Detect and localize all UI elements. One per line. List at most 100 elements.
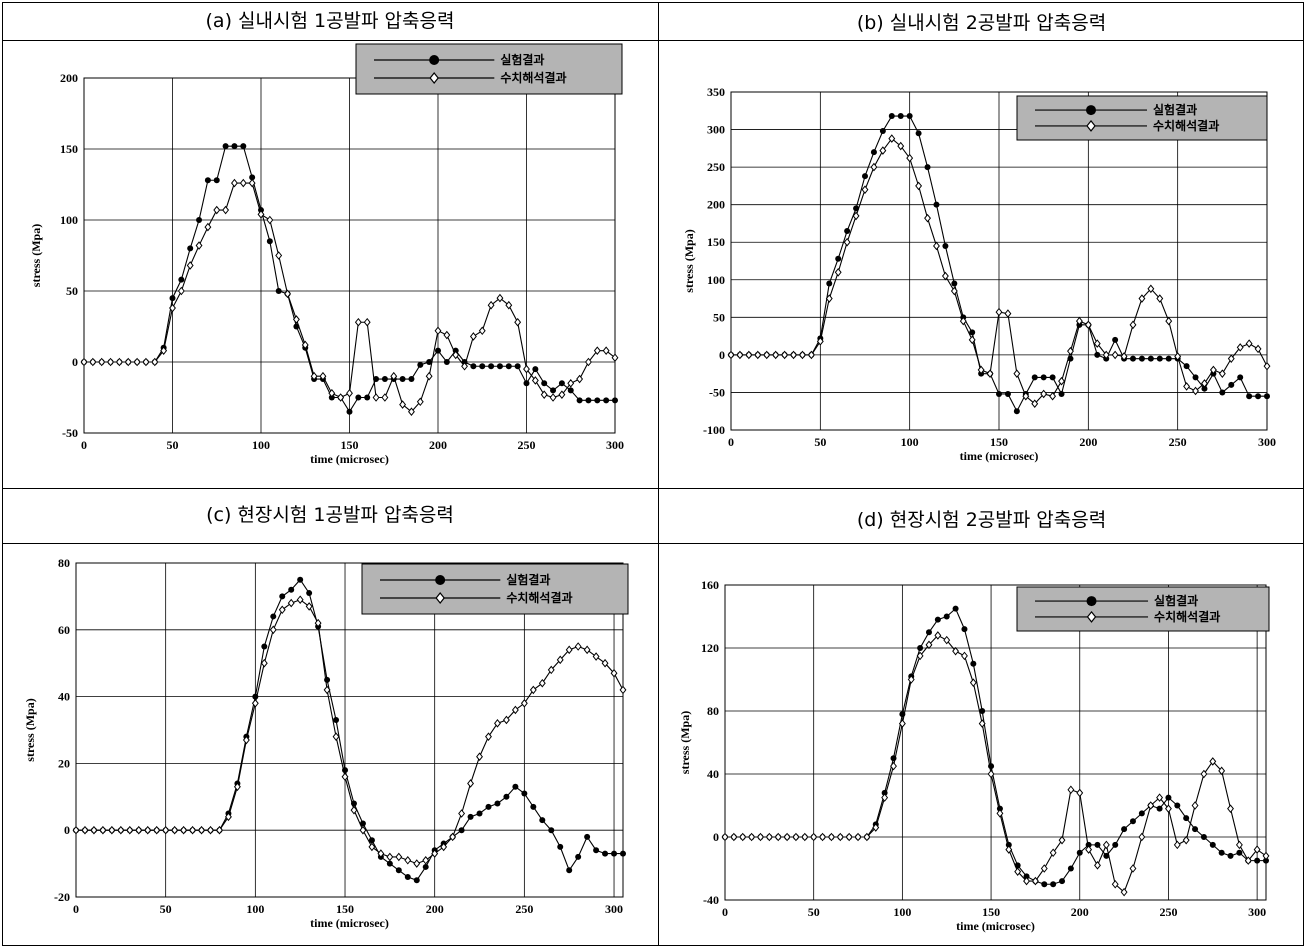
data-point-numerical (772, 350, 780, 360)
data-point-numerical (727, 350, 735, 360)
data-point-numerical (1147, 284, 1155, 294)
data-point-numerical (790, 350, 797, 360)
data-point-experiment (275, 288, 282, 294)
data-point-numerical (827, 832, 835, 842)
data-point-numerical (890, 761, 897, 771)
x-tick-label: 250 (1169, 435, 1187, 449)
data-point-numerical (115, 357, 123, 367)
data-point-numerical (502, 715, 510, 725)
data-point-experiment (602, 850, 609, 857)
data-point-experiment (488, 363, 495, 370)
data-point-numerical (408, 407, 415, 417)
data-point-numerical (198, 825, 205, 835)
data-point-numerical (494, 719, 501, 728)
data-point-numerical (1067, 785, 1075, 795)
data-point-experiment (1112, 336, 1119, 343)
data-point-numerical (135, 825, 143, 835)
data-point-numerical (337, 393, 345, 402)
data-point-experiment (249, 174, 256, 181)
data-point-experiment (1112, 841, 1119, 848)
plot-area (75, 562, 624, 898)
legend-marker-diamond (429, 72, 439, 84)
data-point-experiment (1147, 355, 1154, 362)
data-point-numerical (350, 805, 358, 815)
data-point-experiment (467, 813, 474, 820)
x-tick-label: 150 (341, 438, 359, 452)
data-point-experiment (942, 242, 949, 249)
data-point-numerical (319, 371, 327, 381)
data-point-numerical (1209, 365, 1217, 375)
x-tick-label: 200 (1079, 435, 1097, 449)
data-point-numerical (1147, 801, 1155, 810)
data-point-experiment (1237, 374, 1244, 381)
data-point-numerical (520, 698, 528, 708)
data-point-experiment (204, 177, 211, 184)
data-point-numerical (133, 357, 141, 367)
data-point-numerical (601, 658, 609, 668)
legend-marker-diamond (435, 592, 445, 604)
data-point-numerical (843, 237, 851, 247)
data-point-numerical (1253, 845, 1261, 854)
data-point-numerical (585, 357, 592, 367)
x-tick-label: 150 (982, 905, 1000, 919)
x-axis-label: time (microsec) (310, 452, 389, 466)
data-point-numerical (888, 134, 896, 143)
data-point-numerical (523, 364, 530, 374)
data-point-numerical (730, 832, 738, 842)
data-point-experiment (368, 837, 375, 844)
x-tick-label: 300 (1248, 905, 1266, 919)
data-point-numerical (434, 326, 442, 336)
data-point-numerical (1244, 856, 1252, 865)
data-point-numerical (1058, 835, 1066, 845)
data-point-experiment (512, 783, 519, 790)
data-point-experiment (1264, 393, 1270, 400)
data-point-experiment (359, 820, 366, 827)
data-point-numerical (368, 842, 376, 852)
data-point-experiment (835, 255, 842, 262)
chart-b: -100 -50 0 50 100 150 200 250 300 350 0 50 100 150 200… (682, 85, 1276, 463)
data-point-numerical (292, 315, 300, 324)
data-point-numerical (278, 605, 286, 615)
data-point-numerical (1031, 876, 1039, 886)
data-point-experiment (523, 380, 530, 387)
data-point-numerical (933, 241, 940, 251)
data-point-experiment (297, 576, 304, 583)
x-tick-label: 50 (160, 902, 172, 916)
legend-box (361, 563, 629, 615)
data-point-numerical (968, 335, 976, 345)
data-point-experiment (458, 827, 465, 834)
data-point-experiment (1058, 390, 1065, 397)
data-point-experiment (240, 143, 247, 150)
data-point-numerical (284, 289, 291, 299)
x-tick-label: 100 (246, 902, 264, 916)
data-point-experiment (1200, 834, 1207, 840)
data-point-numerical (870, 162, 878, 172)
data-point-experiment (1174, 802, 1181, 809)
data-point-experiment (917, 645, 924, 651)
x-tick-label: 300 (1258, 435, 1276, 449)
data-point-experiment (934, 616, 941, 623)
data-point-numerical (266, 215, 274, 225)
y-tick-label: 40 (707, 767, 719, 781)
data-point-experiment (924, 164, 931, 171)
legend-label: 실험결과 (1153, 102, 1197, 117)
data-point-numerical (1235, 840, 1243, 850)
data-point-numerical (449, 832, 457, 842)
data-point-numerical (852, 211, 860, 221)
data-point-numerical (425, 371, 433, 381)
x-tick-label: 0 (81, 438, 87, 452)
data-point-experiment (494, 800, 501, 807)
data-point-numerical (107, 357, 114, 367)
data-point-numerical (1227, 354, 1235, 363)
data-point-numerical (231, 178, 238, 188)
y-tick-label: 50 (66, 284, 78, 298)
data-point-numerical (372, 393, 380, 402)
data-point-numerical (969, 678, 977, 687)
data-point-numerical (153, 825, 161, 835)
data-point-numerical (1075, 316, 1083, 326)
data-point-numerical (1058, 376, 1065, 386)
data-point-numerical (296, 595, 304, 605)
x-tick-label: 0 (728, 435, 734, 449)
y-tick-label: -50 (62, 426, 78, 440)
